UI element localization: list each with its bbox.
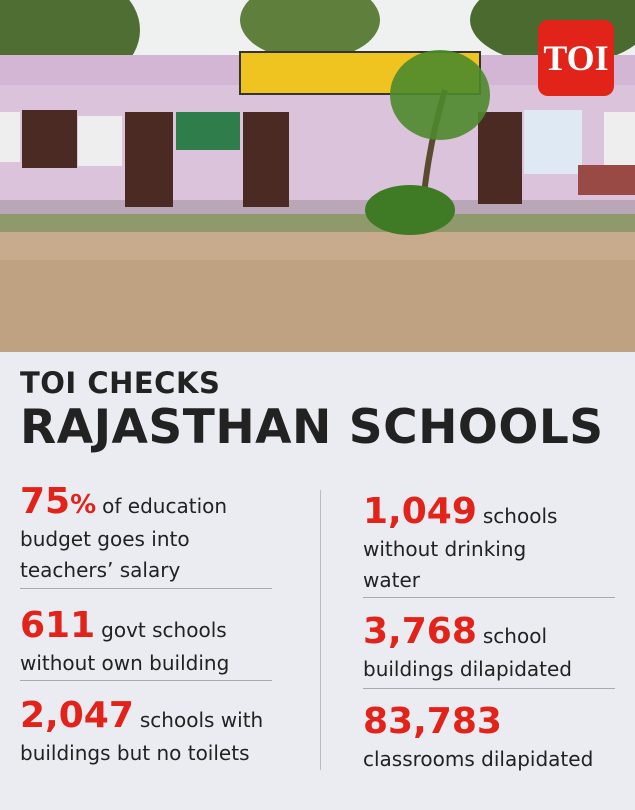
stat-headline: 611 govt schools [20, 604, 229, 648]
stat-headline: 75% of education [20, 480, 227, 524]
kicker: TOI CHECKS [20, 366, 221, 400]
stat: 2,047 schools with buildings but no toilet… [20, 694, 263, 769]
stat-text: of education [102, 494, 228, 518]
stat-figure: 2,047 [20, 695, 134, 736]
stat-suffix: % [70, 490, 97, 520]
stat-figure: 611 [20, 605, 96, 646]
separator [363, 597, 615, 598]
stat-headline: 1,049 schools [363, 490, 557, 534]
stat-text: schools [482, 504, 558, 528]
stat-text: without drinking [363, 537, 527, 561]
stat-text: govt schools [101, 618, 227, 642]
stat-text: schools with [139, 708, 264, 732]
separator [20, 588, 272, 589]
stat-text: classrooms dilapidated [363, 747, 594, 771]
stat: 611 govt schools without own building [20, 604, 229, 679]
stat-figure: 3,768 [363, 611, 477, 652]
stat: 3,768 school buildings dilapidated [363, 610, 572, 685]
stat-figure: 75 [20, 481, 71, 522]
stat-text: buildings dilapidated [363, 657, 572, 681]
stat-text: school [482, 624, 547, 648]
column-divider [320, 490, 321, 770]
stat-figure: 1,049 [363, 491, 477, 532]
title: RAJASTHAN SCHOOLS [20, 400, 604, 455]
stat: 1,049 schools without drinking water [363, 490, 557, 596]
stat-text: buildings but no toilets [20, 741, 250, 765]
stat-text: without own building [20, 651, 230, 675]
school-photo [0, 0, 635, 352]
stat-figure: 83,783 [363, 701, 502, 742]
separator [20, 680, 272, 681]
stat-text: water [363, 568, 420, 592]
stat-headline: 2,047 schools with [20, 694, 263, 738]
stat-text: budget goes into [20, 527, 190, 551]
stat-headline: 3,768 school [363, 610, 572, 654]
stat: 83,783 classrooms dilapidated [363, 700, 593, 775]
stat-text: teachers’ salary [20, 558, 181, 582]
separator [363, 688, 615, 689]
stat: 75% of education budget goes into teachers’… [20, 480, 227, 586]
stat-headline: 83,783 [363, 700, 593, 744]
logo: TOI [538, 20, 614, 96]
